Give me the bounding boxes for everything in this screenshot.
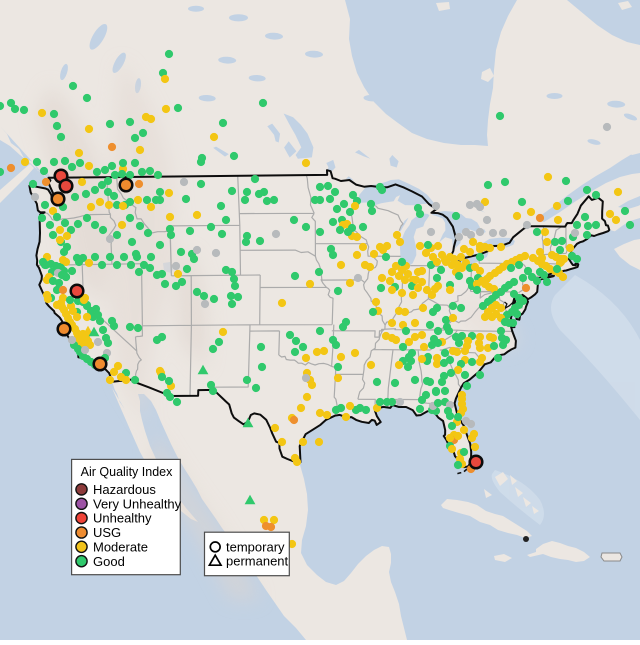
svg-text:temporary: temporary bbox=[226, 539, 285, 554]
svg-text:permanent: permanent bbox=[226, 553, 289, 568]
svg-text:Very Unhealthy: Very Unhealthy bbox=[93, 496, 182, 511]
svg-text:USG: USG bbox=[93, 525, 121, 540]
svg-text:Air Quality Index: Air Quality Index bbox=[81, 465, 173, 479]
svg-text:Unhealthy: Unhealthy bbox=[93, 511, 152, 526]
svg-text:Good: Good bbox=[93, 554, 125, 569]
svg-text:Hazardous: Hazardous bbox=[93, 482, 156, 497]
svg-text:Moderate: Moderate bbox=[93, 539, 148, 554]
